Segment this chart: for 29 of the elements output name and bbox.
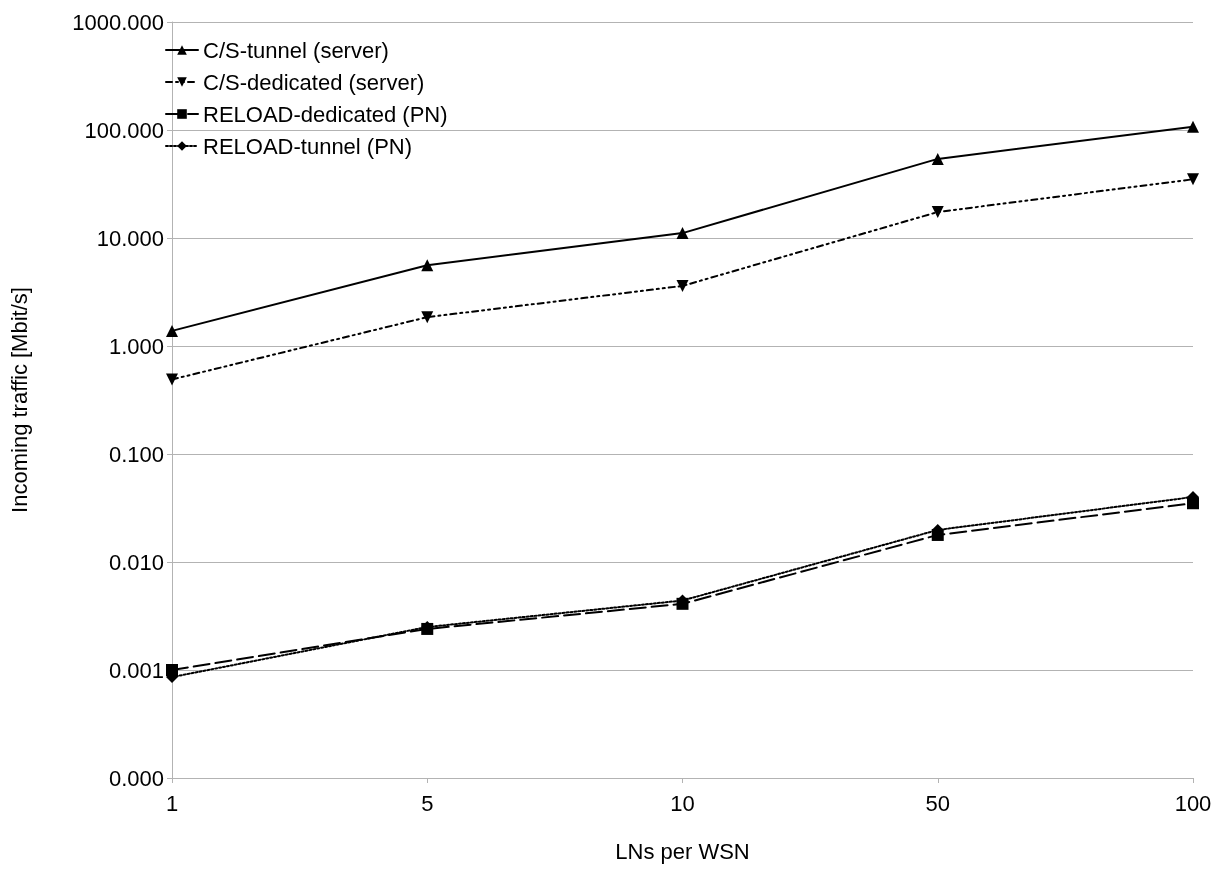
point (676, 279, 689, 292)
point (931, 206, 944, 219)
x-tick-label: 1 (165, 790, 179, 816)
legend-label: RELOAD-dedicated (PN) (203, 101, 448, 127)
y-tick-label: 0.100 (108, 441, 164, 467)
y-tick-label: 0.000 (108, 765, 164, 791)
y-tick-label: 100.000 (84, 117, 164, 143)
y-tick-label: 1000.000 (72, 9, 164, 35)
point (166, 373, 178, 386)
point (166, 324, 178, 337)
x-tick-label: 5 (421, 790, 434, 816)
point (421, 311, 434, 324)
x-tick-label: 100 (1174, 790, 1212, 816)
x-tick-label: 10 (670, 790, 695, 816)
point (1187, 173, 1199, 186)
y-tick-label: 10.000 (96, 225, 164, 251)
point (421, 259, 434, 272)
y-tick-label: 1.000 (108, 333, 164, 359)
legend-label: C/S-tunnel (server) (203, 37, 389, 63)
x-tick-label: 50 (925, 790, 950, 816)
legend-label: C/S-dedicated (server) (203, 69, 425, 95)
y-axis-title: Incoming traffic [Mbit/s] (6, 287, 32, 513)
point (931, 152, 944, 165)
legend-label: RELOAD-tunnel (PN) (203, 133, 413, 159)
y-tick-label: 0.010 (108, 549, 164, 575)
point (676, 227, 689, 240)
point (1187, 120, 1199, 133)
y-tick-label: 0.001 (108, 657, 164, 683)
x-axis-title: LNs per WSN (615, 838, 750, 864)
